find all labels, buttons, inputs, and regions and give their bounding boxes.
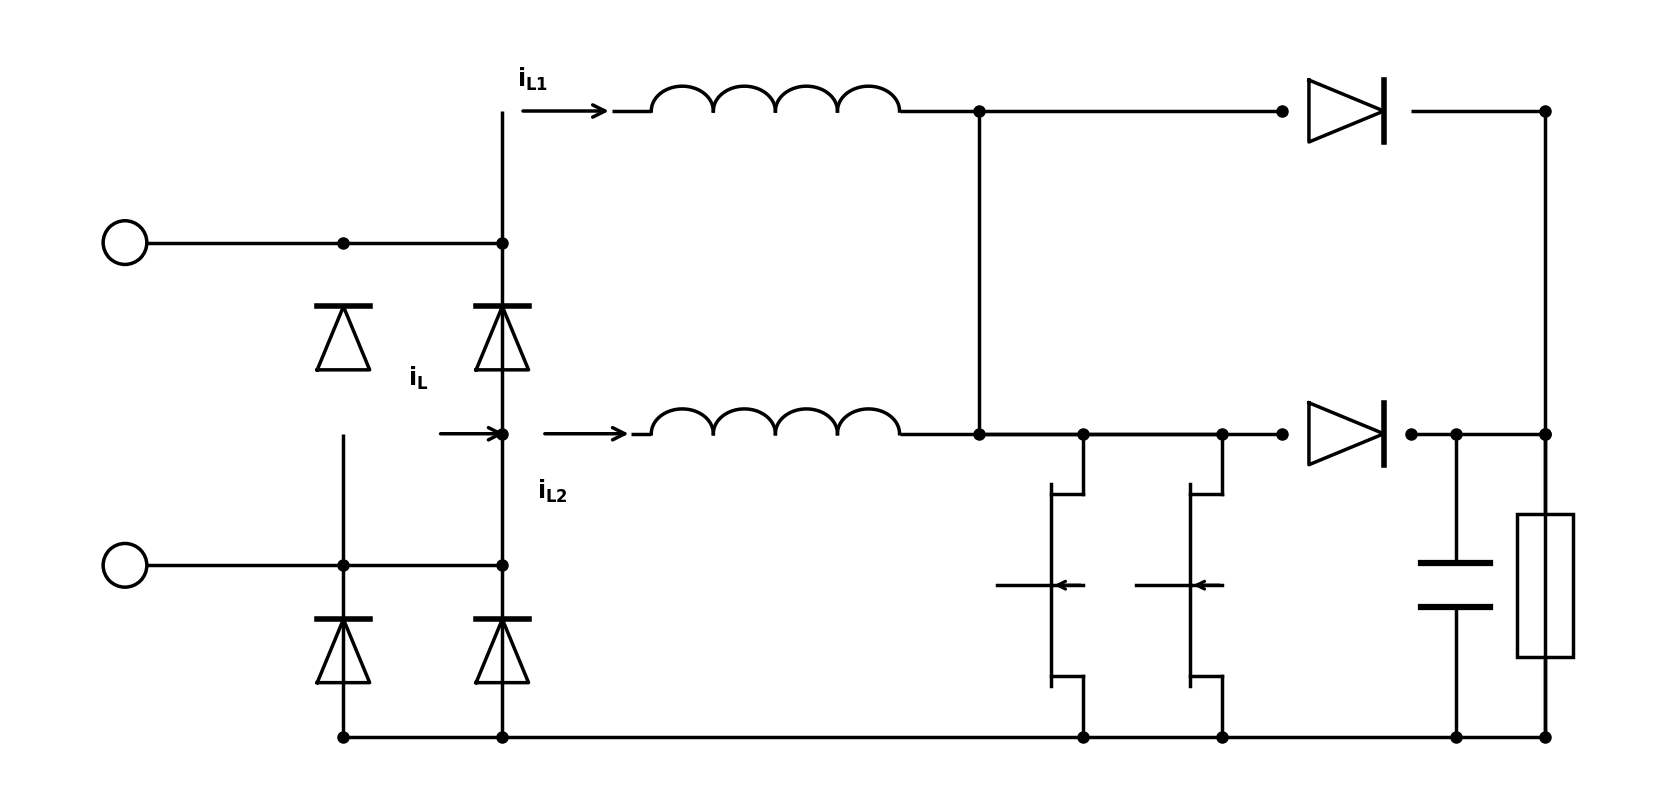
Text: $\mathbf{i}_{\mathbf{L2}}$: $\mathbf{i}_{\mathbf{L2}}$ [537, 478, 567, 505]
Text: $\mathbf{i}_{\mathbf{L}}$: $\mathbf{i}_{\mathbf{L}}$ [408, 364, 428, 392]
Text: $\mathbf{i}_{\mathbf{L1}}$: $\mathbf{i}_{\mathbf{L1}}$ [518, 66, 547, 93]
FancyBboxPatch shape [1516, 514, 1572, 657]
